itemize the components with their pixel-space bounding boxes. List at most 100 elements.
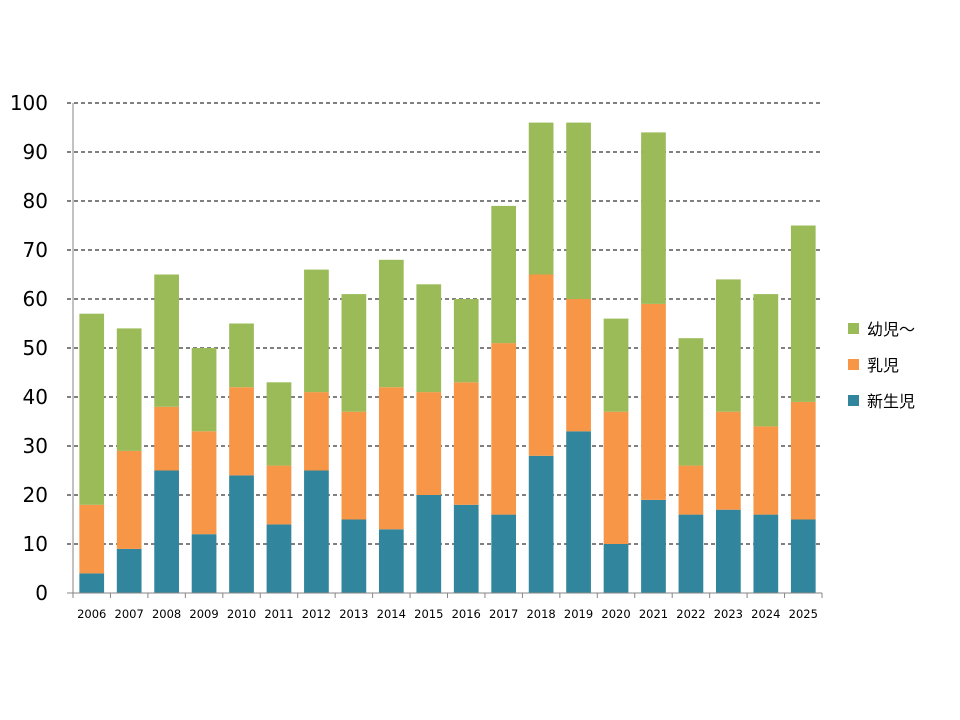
x-tick-label: 2021 <box>639 607 668 621</box>
bar-segment <box>154 470 179 593</box>
x-tick-label: 2012 <box>302 607 331 621</box>
bar-segment <box>116 548 142 593</box>
bar-segment <box>753 294 779 427</box>
legend-item: 乳児 <box>848 346 915 382</box>
bar-segment <box>79 573 105 593</box>
bar-segment <box>790 401 816 520</box>
legend-swatch <box>848 394 859 406</box>
legend-label: 新生児 <box>867 392 916 411</box>
y-tick-label: 0 <box>35 581 48 605</box>
legend: 幼児～ 乳児新生児 <box>848 310 915 418</box>
bar-segment <box>416 284 442 393</box>
bars <box>79 122 816 593</box>
bar-segment <box>191 534 217 593</box>
y-tick-label: 10 <box>23 532 48 556</box>
bar-segment <box>528 274 554 456</box>
bar-segment <box>716 509 741 593</box>
x-tick-label: 2019 <box>564 607 593 621</box>
bar-segment <box>229 387 254 476</box>
bar-segment <box>678 514 704 593</box>
bar-segment <box>116 328 142 451</box>
bar-segment <box>79 313 105 505</box>
y-tick-label: 30 <box>23 434 48 458</box>
bar-segment <box>528 455 554 593</box>
legend-label: 乳児 <box>867 356 900 375</box>
bar-segment <box>304 392 329 471</box>
x-tick-label: 2010 <box>227 607 256 621</box>
x-tick-label: 2009 <box>189 607 218 621</box>
bar-segment <box>416 495 442 593</box>
x-tick-label: 2006 <box>77 607 106 621</box>
bar-segment <box>641 303 666 500</box>
bar-segment <box>304 470 329 593</box>
bar-segment <box>603 318 629 412</box>
bar-segment <box>304 269 329 393</box>
bar-segment <box>154 406 179 471</box>
bar-segment <box>79 504 105 574</box>
bar-segment <box>341 519 367 593</box>
bar-segment <box>453 382 479 505</box>
x-tick-label: 2020 <box>601 607 630 621</box>
bar-segment <box>191 431 217 535</box>
legend-label: 幼児～ <box>867 320 916 339</box>
bar-segment <box>753 514 779 593</box>
bar-segment <box>378 387 404 530</box>
legend-item: 幼児～ <box>848 310 915 346</box>
y-tick-label: 70 <box>23 238 48 262</box>
x-tick-label: 2011 <box>264 607 293 621</box>
x-tick-label: 2013 <box>339 607 368 621</box>
x-tick-label: 2018 <box>526 607 555 621</box>
bar-segment <box>491 205 517 344</box>
bar-segment <box>266 465 292 525</box>
bar-segment <box>266 524 292 593</box>
bar-segment <box>641 499 666 593</box>
x-tick-label: 2023 <box>714 607 743 621</box>
bar-segment <box>341 294 367 412</box>
x-tick-label: 2022 <box>676 607 705 621</box>
bar-segment <box>378 529 404 593</box>
bar-segment <box>528 122 554 275</box>
bar-segment <box>491 343 517 515</box>
y-tick-label: 80 <box>23 189 48 213</box>
x-tick-label: 2017 <box>489 607 518 621</box>
y-tick-label: 40 <box>23 385 48 409</box>
x-tick-label: 2024 <box>751 607 780 621</box>
y-tick-label: 90 <box>23 140 48 164</box>
x-tick-label: 2008 <box>152 607 181 621</box>
bar-segment <box>116 450 142 549</box>
bar-segment <box>790 225 816 402</box>
bar-segment <box>641 132 666 304</box>
bar-segment <box>266 382 292 466</box>
bar-segment <box>716 279 741 412</box>
x-tick-label: 2015 <box>414 607 443 621</box>
bar-segment <box>341 411 367 520</box>
legend-item: 新生児 <box>848 382 915 418</box>
bar-segment <box>603 544 629 593</box>
y-tick-label: 100 <box>10 91 48 115</box>
bar-segment <box>716 411 741 510</box>
bar-segment <box>416 392 442 495</box>
y-tick-label: 20 <box>23 483 48 507</box>
bar-segment <box>753 426 779 515</box>
x-tick-label: 2007 <box>115 607 144 621</box>
bar-segment <box>790 519 816 593</box>
legend-swatch <box>848 358 859 370</box>
bar-segment <box>603 411 629 544</box>
y-tick-labels: 0 10 20 30 40 50 60 70 80 90 100 <box>10 91 48 605</box>
bar-segment <box>191 348 217 432</box>
bar-segment <box>566 299 591 432</box>
bar-segment <box>453 299 479 383</box>
bar-segment <box>154 274 179 407</box>
x-tick-label: 2014 <box>377 607 406 621</box>
y-tick-label: 60 <box>23 287 48 311</box>
axes <box>67 103 823 598</box>
bar-segment <box>566 431 591 593</box>
gridlines <box>67 102 822 545</box>
y-tick-label: 50 <box>23 336 48 360</box>
bar-segment <box>453 504 479 593</box>
x-tick-labels: 2006 2007 2008 2009 2010 2011 2012 2013 2014 2015… <box>77 607 818 621</box>
bar-segment <box>378 259 404 388</box>
x-tick-label: 2025 <box>789 607 818 621</box>
x-tick-label: 2016 <box>452 607 481 621</box>
